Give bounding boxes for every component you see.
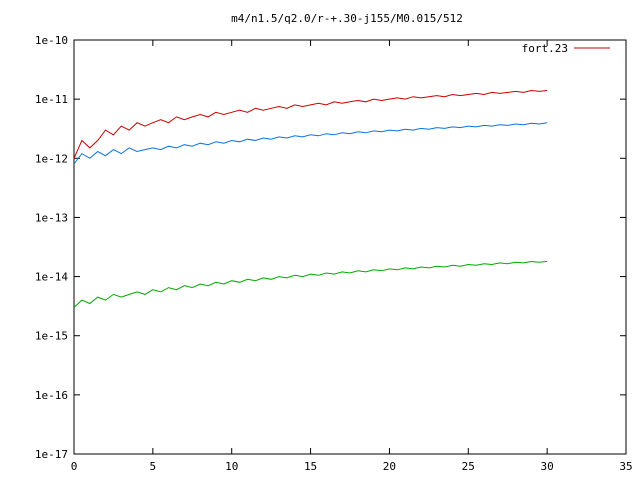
y-tick-label: 1e-16 (35, 389, 68, 402)
y-tick-label: 1e-12 (35, 152, 68, 165)
x-tick-label: 0 (71, 460, 78, 473)
x-axis: 0 5 10 15 20 25 30 35 (71, 40, 633, 473)
plot-frame (73, 39, 627, 455)
legend-label: fort.23 (522, 42, 568, 55)
series-line-1 (73, 89, 548, 159)
y-tick-label: 1e-14 (35, 271, 68, 284)
legend: fort.23 (522, 42, 610, 55)
y-tick-label: 1e-11 (35, 93, 68, 106)
y-axis: 1e-17 1e-16 1e-15 1e-14 1e-13 1e-12 1e-11 1e-10 (35, 34, 626, 461)
y-tick-label: 1e-17 (35, 448, 68, 461)
x-tick-label: 35 (619, 460, 632, 473)
y-tick-label: 1e-15 (35, 330, 68, 343)
x-tick-label: 20 (383, 460, 396, 473)
series-line-2 (73, 122, 548, 165)
x-tick-label: 5 (150, 460, 157, 473)
chart-title: m4/n1.5/q2.0/r-+.30-j155/M0.015/512 (231, 12, 463, 25)
x-tick-label: 15 (304, 460, 317, 473)
y-tick-label: 1e-13 (35, 211, 68, 224)
series-layer (73, 89, 548, 308)
x-tick-label: 10 (225, 460, 238, 473)
x-tick-label: 25 (462, 460, 475, 473)
series-line-3 (73, 260, 548, 308)
x-tick-label: 30 (541, 460, 554, 473)
y-tick-label: 1e-10 (35, 34, 68, 47)
